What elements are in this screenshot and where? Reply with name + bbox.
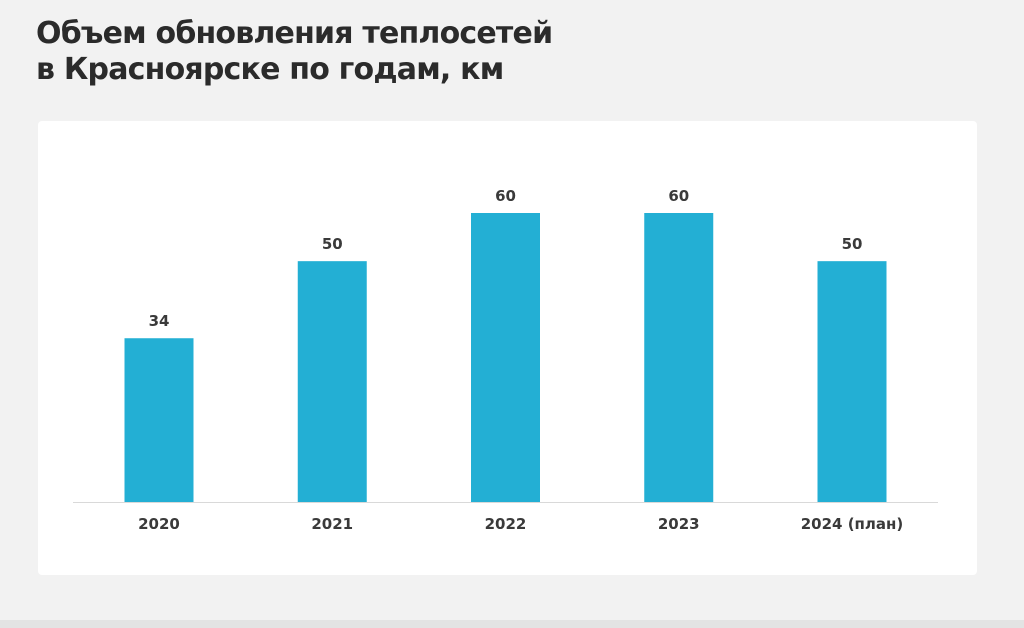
data-label: 60	[668, 187, 689, 205]
x-tick-label: 2020	[138, 515, 180, 533]
chart-title: Объем обновления теплосетей в Красноярск…	[36, 16, 553, 88]
data-label: 60	[495, 187, 516, 205]
data-label: 50	[322, 235, 343, 253]
chart-title-line-1: Объем обновления теплосетей	[36, 16, 553, 51]
data-label: 50	[842, 235, 863, 253]
page-bottom-strip	[0, 620, 1024, 628]
bar-chart: 34 2020 50 2021 60 2022 60 2023 50 2024 (план)	[73, 187, 938, 533]
data-label: 34	[149, 312, 170, 330]
chart-title-line-2: в Красноярске по годам, км	[36, 52, 504, 87]
bar-2020	[124, 338, 194, 502]
x-tick-label: 2024 (план)	[801, 515, 904, 533]
chart-card: 34 2020 50 2021 60 2022 60 2023 50 2024 (план)	[38, 121, 977, 575]
bar-2022	[471, 213, 540, 502]
x-tick-label: 2021	[311, 515, 353, 533]
bar-2021	[297, 261, 367, 502]
x-tick-label: 2022	[485, 515, 527, 533]
bar-2023	[644, 213, 714, 502]
x-tick-label: 2023	[658, 515, 700, 533]
bar-2024 (план)	[817, 261, 887, 502]
